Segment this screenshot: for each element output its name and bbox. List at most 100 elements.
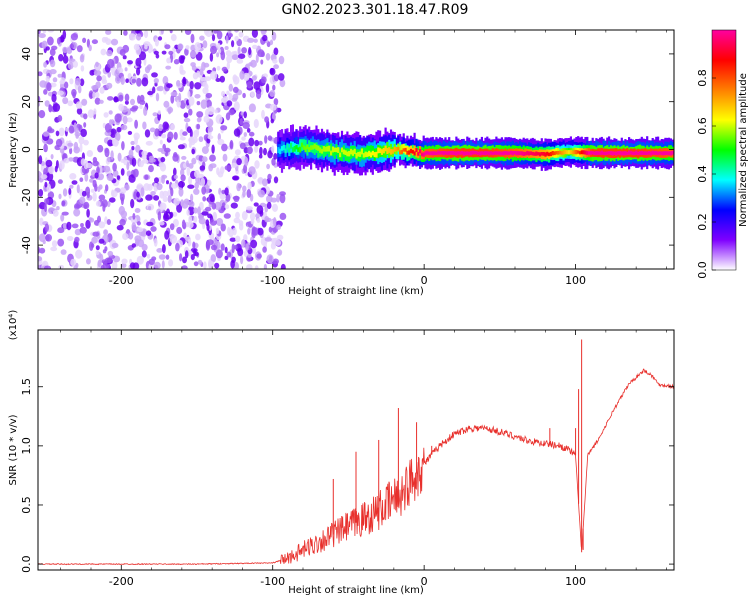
noise-dot	[258, 154, 263, 159]
signal-cell	[413, 145, 416, 154]
noise-dot	[211, 202, 217, 210]
noise-dot	[131, 146, 135, 151]
noise-dot	[215, 249, 223, 259]
signal-cell	[568, 150, 571, 155]
noise-dot	[143, 106, 148, 116]
signal-cell	[457, 151, 460, 155]
noise-dot	[185, 236, 192, 242]
signal-cell	[531, 151, 534, 156]
signal-cell	[586, 150, 589, 156]
signal-cell	[408, 150, 411, 155]
noise-dot	[181, 201, 189, 209]
noise-dot	[173, 131, 178, 140]
noise-dot	[205, 30, 212, 38]
noise-dot	[279, 193, 286, 204]
noise-dot	[179, 136, 186, 141]
noise-dot	[187, 90, 191, 98]
noise-dot	[136, 221, 141, 226]
y-tick-label: -40	[20, 236, 33, 254]
noise-dot	[120, 76, 125, 85]
noise-dot	[236, 58, 244, 64]
noise-dot	[51, 45, 58, 51]
signal-cell	[644, 151, 647, 155]
noise-dot	[93, 69, 102, 76]
noise-dot	[162, 190, 169, 197]
noise-dot	[180, 174, 186, 182]
noise-dot	[194, 169, 200, 179]
noise-dot	[164, 230, 170, 240]
noise-dot	[222, 153, 228, 162]
noise-dot	[178, 181, 185, 188]
signal-cell	[359, 151, 362, 157]
noise-dot	[178, 187, 184, 197]
noise-dot	[188, 141, 192, 148]
noise-dot	[44, 223, 49, 232]
noise-dot	[103, 165, 111, 173]
signal-cell	[595, 151, 598, 156]
signal-cell	[346, 151, 349, 157]
signal-cell	[562, 150, 565, 155]
noise-dot	[238, 31, 244, 38]
noise-dot	[189, 80, 194, 90]
noise-dot	[193, 188, 200, 195]
noise-dot	[216, 42, 221, 50]
signal-cell	[404, 147, 407, 152]
noise-dot	[192, 72, 199, 80]
noise-dot	[127, 73, 132, 79]
signal-cell	[577, 150, 580, 154]
noise-dot	[148, 158, 156, 163]
noise-dot	[262, 34, 268, 42]
noise-dot	[80, 128, 87, 138]
signal-cell	[535, 151, 538, 156]
noise-dot	[164, 44, 171, 50]
signal-cell	[382, 148, 385, 154]
noise-dot	[67, 61, 74, 70]
noise-dot	[226, 100, 233, 107]
signal-cell	[311, 145, 314, 150]
noise-dot	[163, 100, 170, 108]
noise-dot	[69, 78, 74, 85]
noise-dot	[275, 239, 281, 246]
noise-dot	[73, 146, 80, 154]
signal-cell	[468, 151, 471, 156]
noise-dot	[199, 165, 206, 171]
signal-cell	[313, 143, 316, 149]
noise-dot	[88, 90, 94, 100]
signal-cell	[473, 150, 476, 155]
signal-cell	[337, 147, 340, 159]
noise-dot	[47, 36, 54, 46]
signal-cell	[500, 151, 503, 156]
signal-cell	[544, 152, 547, 157]
noise-dot	[169, 211, 174, 219]
noise-dot	[267, 150, 273, 159]
noise-dot	[239, 142, 246, 150]
noise-dot	[103, 112, 109, 118]
noise-dot	[220, 125, 228, 131]
noise-dot	[39, 217, 44, 226]
y-tick-label: 1.0	[20, 437, 33, 455]
noise-dot	[170, 123, 176, 131]
noise-dot	[142, 121, 147, 130]
noise-dot	[107, 139, 114, 147]
x-tick-label: -100	[260, 274, 285, 287]
noise-dot	[85, 219, 91, 229]
noise-dot	[153, 238, 158, 247]
noise-dot	[191, 157, 197, 165]
signal-cell	[533, 152, 536, 156]
noise-dot	[202, 40, 208, 49]
noise-dot	[232, 93, 239, 101]
noise-dot	[182, 131, 188, 136]
noise-dot	[195, 129, 200, 135]
signal-cell	[379, 148, 382, 153]
signal-cell	[362, 153, 365, 158]
noise-dot	[132, 213, 136, 220]
noise-dot	[60, 249, 67, 255]
noise-dot	[202, 81, 208, 88]
noise-dot	[118, 94, 124, 102]
noise-dot	[244, 157, 249, 167]
noise-dot	[187, 184, 195, 189]
signal-cell	[498, 151, 502, 156]
noise-dot	[170, 182, 178, 189]
noise-dot	[133, 168, 139, 178]
noise-dot	[173, 167, 177, 177]
